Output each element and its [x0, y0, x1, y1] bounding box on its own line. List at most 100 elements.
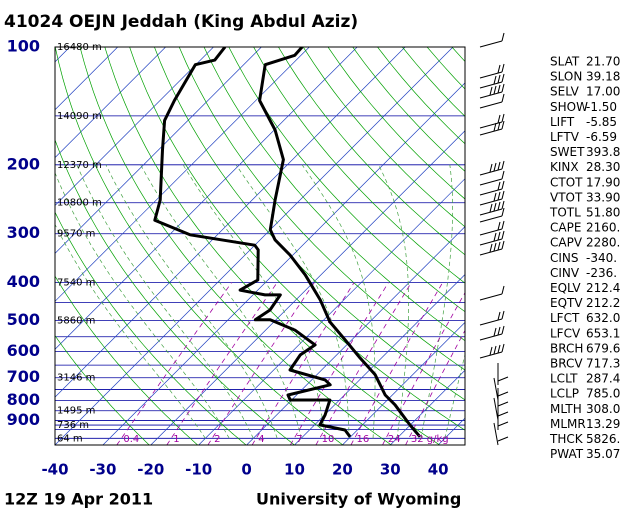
barb-staff [479, 71, 503, 79]
barb-staff [479, 40, 503, 48]
dry-adiabat [55, 334, 150, 445]
isotherm [55, 47, 358, 350]
wind-barb [497, 388, 509, 410]
wind-barb [479, 93, 505, 109]
index-name: BRCH [550, 341, 583, 355]
barb-flag [493, 122, 497, 132]
isotherm [55, 47, 214, 207]
isotherm [294, 273, 465, 445]
wind-barb [479, 220, 505, 236]
x-tick-label: -40 [41, 461, 68, 479]
footer-left: 12Z 19 Apr 2011 [4, 490, 153, 509]
barb-flag [497, 401, 509, 407]
wind-barb [479, 207, 505, 223]
moist-adiabat [105, 164, 278, 439]
barb-flag [489, 243, 493, 253]
barb-staff [479, 188, 503, 196]
barb-flag [493, 327, 497, 337]
barb-flag [489, 86, 493, 96]
barb-flag [497, 241, 501, 251]
index-value: -5.85 [586, 115, 617, 129]
barb-flag [489, 203, 493, 213]
y-tick-label: 800 [7, 390, 40, 409]
index-name: SELV [550, 85, 580, 99]
height-label: 10800 m [57, 198, 102, 209]
barb-staff [479, 318, 503, 326]
barb-flag [497, 191, 501, 201]
dry-adiabat [55, 211, 247, 445]
x-tick-label: 30 [380, 461, 401, 479]
mixing-ratio-line [405, 329, 465, 445]
index-value: 212.4 [586, 281, 620, 295]
index-value: 2160. [586, 221, 620, 235]
barb-flag [501, 63, 505, 73]
isotherm [55, 47, 310, 302]
moist-adiabat [55, 171, 230, 439]
barb-flag [497, 421, 509, 427]
dry-adiabat [55, 138, 295, 445]
index-name: LCLT [550, 372, 578, 386]
barb-flag [497, 411, 509, 417]
index-name: LFTV [550, 130, 580, 144]
wind-barb [479, 200, 505, 216]
barb-flag [493, 232, 497, 242]
barb-staff [479, 178, 503, 186]
barb-flag [501, 120, 505, 130]
barb-flag [493, 85, 497, 95]
x-tick-label: 10 [284, 461, 305, 479]
barb-flag [493, 75, 497, 85]
isotherm [198, 178, 465, 445]
barb-flag [501, 170, 505, 180]
temperature-profile [258, 47, 422, 438]
barb-staff [493, 422, 499, 446]
barb-flag [501, 73, 505, 83]
mixing-ratio-line [350, 282, 443, 445]
index-value: 17.00 [586, 85, 620, 99]
dry-adiabat [154, 47, 465, 401]
wind-barb [497, 408, 509, 430]
mixing-ratio-label: 24 [388, 434, 401, 445]
barb-staff [479, 228, 503, 236]
mixing-ratio-label: 2 [214, 434, 220, 445]
wind-barb [479, 63, 505, 79]
index-name: TOTL [549, 206, 581, 220]
barb-flag [497, 391, 509, 397]
barb-staff [479, 293, 503, 301]
wind-barb [479, 190, 505, 206]
moist-adiabat [378, 164, 409, 439]
barb-flag [489, 346, 493, 356]
wind-barb [497, 363, 509, 385]
barb-flag [493, 162, 497, 172]
barb-staff [479, 238, 503, 246]
barb-flag [497, 344, 501, 354]
wind-barb [493, 377, 509, 401]
mixing-ratio-line [207, 282, 315, 445]
height-label: 1495 m [57, 406, 95, 417]
barb-staff [493, 397, 499, 421]
x-tick-label: -20 [137, 461, 164, 479]
dry-adiabat [178, 47, 465, 371]
y-tick-label: 200 [7, 154, 40, 173]
barb-flag [497, 231, 501, 241]
index-name: EQLV [550, 281, 581, 295]
barb-flag [489, 163, 493, 173]
x-tick-label: -10 [185, 461, 212, 479]
wind-barb [493, 397, 509, 421]
index-value: 17.90 [586, 175, 620, 189]
barb-flag [501, 325, 505, 335]
height-label: 7540 m [57, 278, 95, 289]
barb-flag [501, 190, 505, 200]
index-value: 28.30 [586, 160, 620, 174]
y-tick-label: 600 [7, 341, 40, 360]
dry-adiabat [203, 47, 465, 342]
barb-flag [501, 343, 505, 353]
barb-flag [497, 311, 501, 321]
barb-flag [497, 64, 501, 74]
barb-flag [501, 113, 505, 123]
dry-adiabat [253, 47, 465, 284]
index-value: 2280. [586, 236, 620, 250]
mixing-ratio-label: 7 [296, 434, 302, 445]
index-name: PWAT [550, 447, 584, 461]
index-value: 717.3 [586, 357, 620, 371]
